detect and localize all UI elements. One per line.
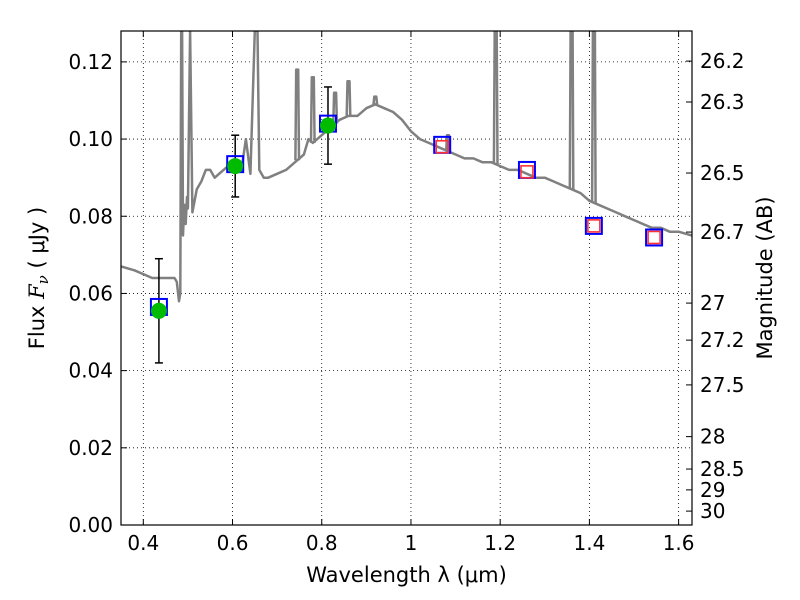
- grid: [121, 31, 692, 525]
- model-photometry-square: [584, 216, 603, 235]
- predicted-photometry-square: [647, 230, 661, 245]
- predicted-photometry-square: [587, 219, 601, 233]
- predicted-photometry-square: [435, 139, 449, 154]
- y-tick-label: 0.12: [68, 50, 113, 74]
- right-axis-label: Magnitude (AB): [753, 196, 777, 359]
- y-tick-label: 0.04: [68, 359, 113, 383]
- right-tick-label: 30: [700, 499, 725, 523]
- right-tick-label: 27.2: [700, 328, 745, 352]
- x-tick-label: 1.6: [663, 531, 695, 555]
- emission-line-spike: [294, 68, 301, 161]
- emission-line-spike: [309, 76, 316, 143]
- x-axis-label: Wavelength λ (μm): [306, 563, 507, 587]
- y-axis-label-unit: ( μJy ): [25, 207, 49, 275]
- x-tick-label: 1.2: [484, 531, 516, 555]
- right-tick-label: 26.3: [700, 90, 745, 114]
- x-tick-label: 1: [405, 531, 418, 555]
- y-tick-label: 0.08: [68, 204, 113, 228]
- x-tick-label: 0.6: [217, 531, 249, 555]
- photometry-points: [149, 86, 664, 364]
- y-tick-label: 0.10: [68, 127, 113, 151]
- emission-line-spike: [345, 79, 352, 116]
- observed-photometry-point: [150, 302, 167, 319]
- model-spectrum: [121, 31, 692, 303]
- y-axis-label-symbol: F: [25, 283, 49, 300]
- observed-photometry-point: [319, 117, 336, 134]
- right-tick-label: 27.5: [700, 373, 745, 397]
- right-tick-label: 29: [700, 478, 725, 502]
- emission-line-spike: [492, 31, 499, 165]
- emission-line-spike: [372, 95, 379, 105]
- right-tick-label: 27: [700, 291, 725, 315]
- right-tick-label: 28.5: [700, 457, 745, 481]
- y-axis-label: Flux Fν ( μJy ): [25, 207, 52, 349]
- y-tick-label: 0.06: [68, 281, 113, 305]
- right-tick-label: 26.7: [700, 220, 745, 244]
- right-tick-label: 26.2: [700, 49, 745, 73]
- x-tick-label: 0.4: [127, 531, 159, 555]
- y-tick-label: 0.00: [68, 513, 113, 537]
- right-tick-label: 26.5: [700, 161, 745, 185]
- plot-frame: [120, 30, 693, 526]
- y-tick-label: 0.02: [68, 436, 113, 460]
- right-tick-label: 28: [700, 425, 725, 449]
- y-axis-label-subscript: ν: [34, 275, 52, 284]
- y-axis-label-text: Flux: [25, 299, 49, 349]
- x-tick-label: 0.8: [306, 531, 338, 555]
- predicted-photometry-square: [520, 165, 534, 179]
- spectrum-line: [121, 31, 692, 303]
- model-photometry-square: [645, 228, 664, 247]
- observed-photometry-point: [227, 158, 244, 175]
- emission-line-spike: [568, 31, 575, 190]
- x-tick-label: 1.4: [573, 531, 605, 555]
- emission-line-spike: [332, 91, 339, 124]
- axis-ticks: 0.4 0.6 0.8 1 1.2 1.4 1.6 0.00 0.02 0.04 0.06 0.08 0…: [68, 31, 745, 555]
- emission-line-spike: [590, 31, 597, 203]
